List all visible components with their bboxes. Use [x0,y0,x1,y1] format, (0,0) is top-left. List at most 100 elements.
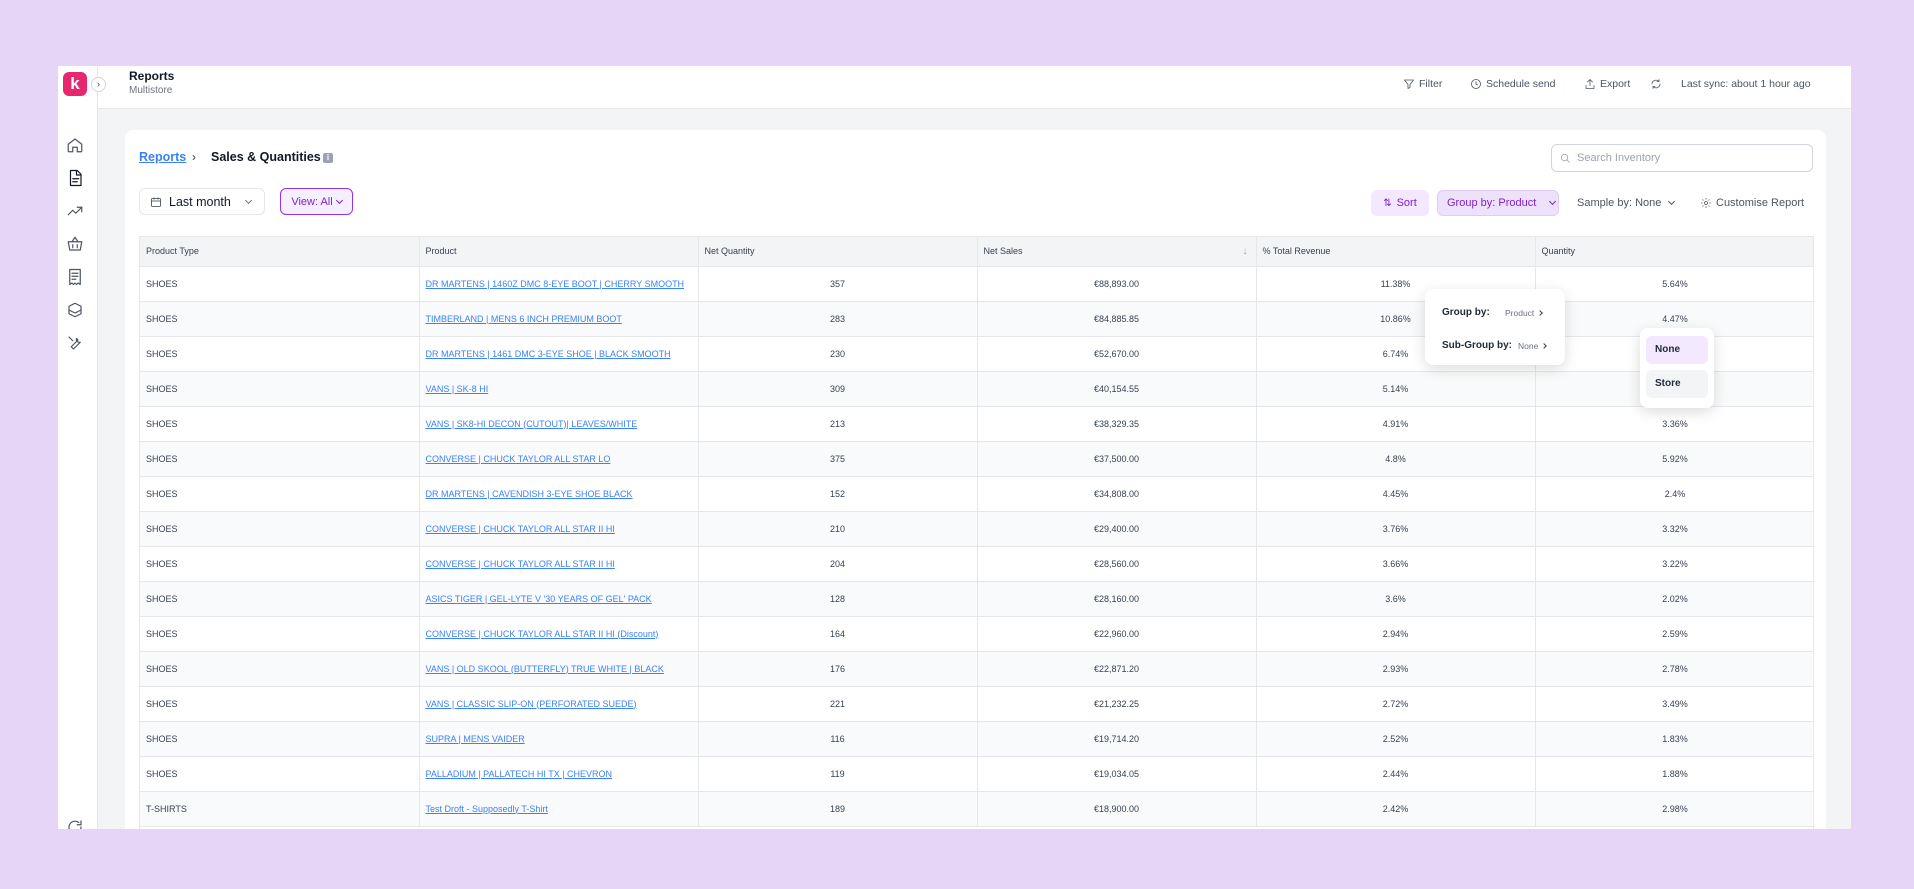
table-cell: 116 [698,721,978,757]
column-header[interactable]: Net Quantity [698,237,978,267]
subgroup-by-row-value[interactable]: None [1518,341,1548,351]
sample-by-button[interactable]: Sample by: None [1577,190,1687,216]
product-link[interactable]: CONVERSE | CHUCK TAYLOR ALL STAR II HI [425,558,615,569]
table-cell: 2.52% [1256,721,1536,757]
table-cell: €34,808.00 [977,476,1257,512]
sync-icon [1651,79,1661,89]
refresh-icon[interactable] [66,818,84,829]
product-link[interactable]: VANS | SK8-HI DECON (CUTOUT)| LEAVES/WHI… [425,418,638,429]
sort-icon: ⇅ [1383,197,1392,209]
sync-button[interactable] [1650,78,1662,90]
table-row: SHOES SUPRA | MENS VAIDER 116 €19,714.20 2.5… [140,721,1813,757]
table-cell: SHOES [140,616,420,652]
product-cell: CONVERSE | CHUCK TAYLOR ALL STAR LO [419,441,699,477]
table-cell: 2.42% [1256,791,1536,827]
group-by-menu: Group by: Product Sub-Group by: None [1425,289,1565,365]
info-icon[interactable]: i [323,153,333,163]
view-filter-button[interactable]: View: All [280,188,353,215]
column-header[interactable]: Net Sales ↓ [977,237,1257,267]
schedule-send-button[interactable]: Schedule send [1470,78,1555,90]
export-button[interactable]: Export [1584,78,1630,90]
table-cell: T-SHIRTS [140,791,420,827]
table-cell: €22,871.20 [977,651,1257,687]
date-range-select[interactable]: Last month [139,188,265,215]
reports-document-icon[interactable] [66,169,84,187]
customise-report-button[interactable]: Customise Report [1700,190,1820,216]
column-header-label: Net Sales [983,246,1023,257]
boxes-icon[interactable] [66,301,84,319]
sidebar-expand-button[interactable]: › [91,77,106,92]
table-cell: 221 [698,686,978,722]
table-cell: €18,900.00 [977,791,1257,827]
chevron-down-icon [335,196,343,204]
product-link[interactable]: ASICS TIGER | GEL-LYTE V '30 YEARS OF GE… [425,593,652,604]
page-subtitle: Multistore [129,85,173,96]
product-link[interactable]: VANS | SK-8 HI [425,383,489,394]
column-header[interactable]: % Total Revenue [1256,237,1536,267]
group-by-row-label[interactable]: Group by: [1442,307,1490,318]
product-link[interactable]: VANS | CLASSIC SLIP-ON (PERFORATED SUEDE… [425,698,637,709]
report-table: Product Type Product Net Quantity Net Sales… [139,236,1814,829]
table-cell: 189 [698,791,978,827]
sort-button[interactable]: ⇅ Sort [1371,190,1429,216]
brand-logo[interactable]: k [63,72,87,96]
group-by-row-value[interactable]: Product [1505,308,1544,318]
product-link[interactable]: PALLADIUM | PALLATECH HI TX | CHEVRON [425,768,613,779]
product-cell: SUPRA | MENS VAIDER [419,721,699,757]
table-cell: 3.49% [1535,686,1813,722]
table-cell: 309 [698,371,978,407]
product-cell: VANS | CLASSIC SLIP-ON (PERFORATED SUEDE… [419,686,699,722]
column-header[interactable]: Product [419,237,699,267]
group-by-button[interactable]: Group by: Product [1437,190,1559,216]
product-cell: CONVERSE | CHUCK TAYLOR ALL STAR II HI (… [419,616,699,652]
product-link[interactable]: DR MARTENS | CAVENDISH 3-EYE SHOE BLACK [425,488,633,499]
receipt-icon[interactable] [66,268,84,286]
product-link[interactable]: TIMBERLAND | MENS 6 INCH PREMIUM BOOT [425,313,622,324]
sort-label: Sort [1396,197,1417,209]
table-cell: 5.14% [1256,371,1536,407]
subgroup-option-none[interactable]: None [1646,336,1708,364]
product-cell: PALLADIUM | PALLATECH HI TX | CHEVRON [419,756,699,792]
product-cell: TIMBERLAND | MENS 6 INCH PREMIUM BOOT [419,301,699,337]
product-link[interactable]: DR MARTENS | 1460Z DMC 8-EYE BOOT | CHER… [425,278,685,289]
table-row: SHOES ASICS TIGER | GEL-LYTE V '30 YEARS … [140,581,1813,617]
product-link[interactable]: CONVERSE | CHUCK TAYLOR ALL STAR II HI [425,523,615,534]
app-window: k › Reports Multistore Fi [58,66,1851,829]
home-icon[interactable] [66,136,84,154]
product-link[interactable]: CONVERSE | CHUCK TAYLOR ALL STAR LO [425,453,611,464]
table-cell: €40,154.55 [977,371,1257,407]
product-cell: VANS | SK8-HI DECON (CUTOUT)| LEAVES/WHI… [419,406,699,442]
table-cell: 283 [698,301,978,337]
tools-icon[interactable] [66,334,84,352]
column-header[interactable]: Product Type [140,237,420,267]
last-sync-status: Last sync: about 1 hour ago [1681,78,1811,90]
table-cell: SHOES [140,336,420,372]
product-link[interactable]: Test Droft - Supposedly T-Shirt [425,803,548,814]
product-link[interactable]: SUPRA | MENS VAIDER [425,733,525,744]
table-cell: SHOES [140,721,420,757]
search-input[interactable] [1577,152,1797,164]
product-link[interactable]: VANS | OLD SKOOL (BUTTERFLY) TRUE WHITE … [425,663,664,674]
table-cell: 1.83% [1535,721,1813,757]
search-box [1551,144,1813,172]
trending-icon[interactable] [66,202,84,220]
subgroup-option-store[interactable]: Store [1646,370,1708,398]
chevron-down-icon [244,196,252,204]
product-cell: DR MARTENS | 1460Z DMC 8-EYE BOOT | CHER… [419,266,699,302]
filter-button[interactable]: Filter [1403,78,1442,90]
product-link[interactable]: CONVERSE | CHUCK TAYLOR ALL STAR II HI (… [425,628,659,639]
breadcrumb-reports-link[interactable]: Reports [139,150,187,164]
column-header[interactable]: Quantity [1535,237,1813,267]
sort-desc-icon[interactable]: ↓ [1242,246,1248,257]
table-cell: €37,500.00 [977,441,1257,477]
table-cell: 164 [698,616,978,652]
table-cell: 2.44% [1256,756,1536,792]
subgroup-by-row-label[interactable]: Sub-Group by: [1442,340,1512,351]
basket-icon[interactable] [66,235,84,253]
table-cell: SHOES [140,546,420,582]
table-row: SHOES DR MARTENS | 1460Z DMC 8-EYE BOOT |… [140,266,1813,302]
product-link[interactable]: DR MARTENS | 1461 DMC 3-EYE SHOE | BLACK… [425,348,671,359]
table-cell: SHOES [140,371,420,407]
table-cell: €29,400.00 [977,511,1257,547]
